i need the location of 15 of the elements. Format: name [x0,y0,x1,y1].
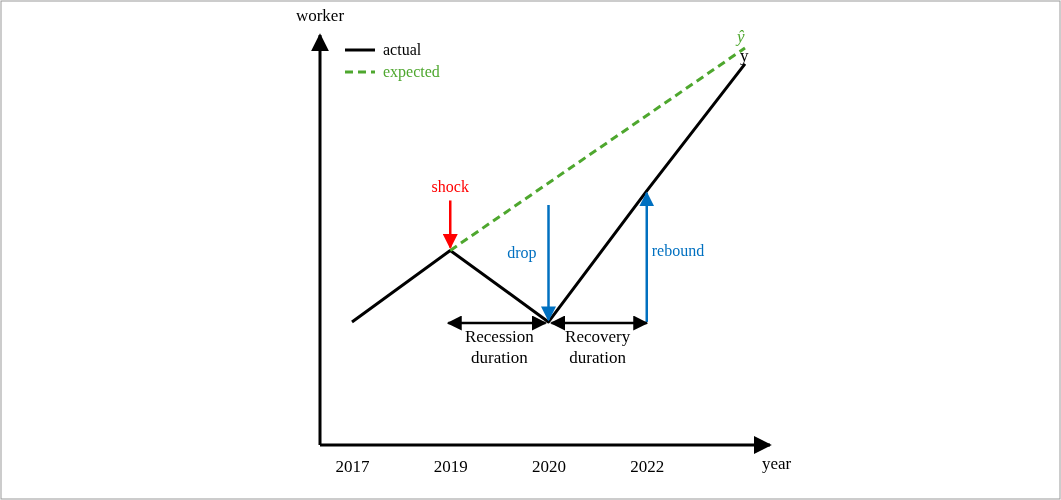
legend-label: expected [383,63,440,81]
annotation: y [740,45,749,65]
x-tick-label: 2020 [532,457,566,477]
x-axis-title: year [762,454,792,473]
annotation: Recession duration [464,327,535,367]
text: ŷ [735,27,745,46]
x-tick-label: 2017 [335,457,370,477]
annotation: Recovery duration [565,327,631,367]
y-axis-title: worker [295,6,345,25]
x-tick-label: 2019 [433,457,468,477]
legend-label: actual [383,41,422,58]
annotation: rebound [651,242,705,259]
x-tick-label: 2022 [630,457,665,477]
annotation: shock [431,178,469,196]
annotation: drop [507,244,537,262]
